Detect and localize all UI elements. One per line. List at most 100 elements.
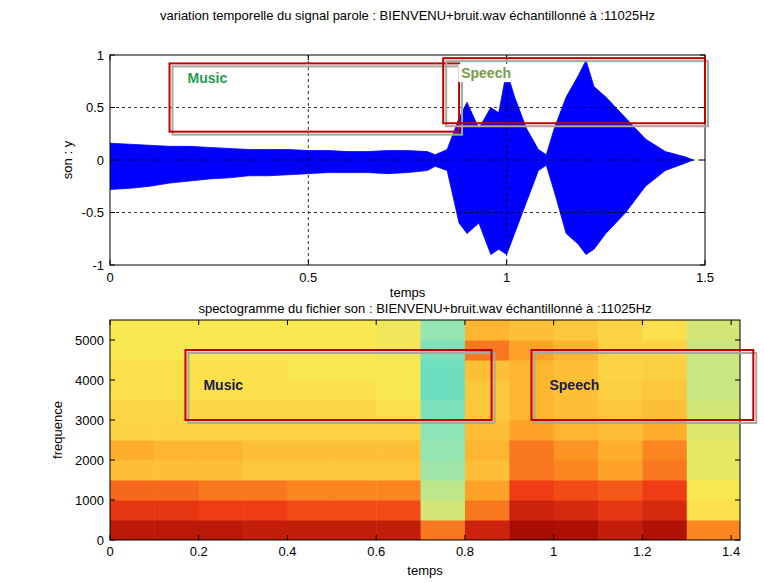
- cell: [110, 340, 155, 361]
- cell: [376, 360, 421, 381]
- tick: [198, 535, 199, 540]
- tick: [376, 320, 377, 325]
- tick: [110, 340, 115, 341]
- annotation: Music: [170, 63, 463, 134]
- cell: [154, 320, 199, 341]
- tick: [700, 160, 705, 161]
- cell: [687, 400, 740, 421]
- axes-frame: [110, 55, 705, 265]
- annotation-shadow: [534, 353, 756, 423]
- tick: [308, 260, 309, 265]
- cell: [243, 380, 288, 401]
- cell: [509, 500, 554, 521]
- figure: 00.511.5-1-0.500.51variation temporelle …: [0, 0, 764, 583]
- tick: [308, 55, 309, 60]
- cell: [509, 320, 554, 341]
- tick-label: 0.5: [299, 270, 317, 285]
- annotation-label: Music: [188, 70, 228, 86]
- cell: [376, 320, 421, 341]
- cell: [199, 320, 244, 341]
- cell: [421, 460, 466, 481]
- cell: [154, 480, 199, 501]
- cell: [243, 440, 288, 461]
- cell: [642, 440, 687, 461]
- cell: [465, 500, 510, 521]
- annotation-label: Music: [203, 377, 243, 393]
- cell: [199, 520, 244, 540]
- cell: [465, 380, 510, 401]
- tick: [110, 107, 115, 108]
- cell: [465, 400, 510, 421]
- cell: [287, 500, 332, 521]
- tick-label: 1.4: [722, 544, 740, 559]
- annotation-box: [185, 350, 491, 420]
- tick-label: 1.5: [696, 270, 714, 285]
- cell: [154, 500, 199, 521]
- tick: [110, 265, 115, 266]
- tick-label: 0.8: [456, 544, 474, 559]
- cell: [287, 380, 332, 401]
- x-axis-title: temps: [407, 563, 443, 578]
- tick: [110, 55, 111, 60]
- cell: [465, 520, 510, 540]
- tick: [110, 540, 115, 541]
- cell: [332, 480, 377, 501]
- cell: [154, 360, 199, 381]
- tick: [735, 540, 740, 541]
- cell: [376, 460, 421, 481]
- tick: [735, 460, 740, 461]
- cell: [199, 440, 244, 461]
- cell: [687, 520, 740, 540]
- tick: [110, 500, 115, 501]
- cell: [687, 320, 740, 341]
- cell: [554, 440, 599, 461]
- cell: [421, 500, 466, 521]
- annotation-label: Speech: [461, 65, 511, 81]
- annotation: Speech: [531, 350, 756, 423]
- cell: [598, 440, 643, 461]
- cell: [598, 460, 643, 481]
- cell: [243, 320, 288, 341]
- cell: [376, 400, 421, 421]
- signal-envelope: [110, 60, 693, 160]
- annotation-shadow: [188, 353, 494, 423]
- cell: [243, 360, 288, 381]
- signal-envelope: [110, 160, 693, 255]
- cell: [110, 520, 155, 540]
- tick: [287, 320, 288, 325]
- cell: [199, 480, 244, 501]
- cell: [598, 380, 643, 401]
- cell: [287, 460, 332, 481]
- y-axis-title: frequence: [50, 401, 65, 459]
- cell: [554, 320, 599, 341]
- cell: [687, 460, 740, 481]
- tick: [506, 260, 507, 265]
- cell: [509, 460, 554, 481]
- tick-label: 1.2: [633, 544, 651, 559]
- tick-label: 0.6: [367, 544, 385, 559]
- tick-label: 0.2: [190, 544, 208, 559]
- cell: [687, 500, 740, 521]
- cell: [287, 440, 332, 461]
- tick: [700, 265, 705, 266]
- cell: [509, 440, 554, 461]
- annotation-shadow: [446, 61, 708, 126]
- tick-label: 2000: [75, 453, 104, 468]
- tick: [464, 535, 465, 540]
- cell: [554, 400, 599, 421]
- tick: [553, 320, 554, 325]
- cell: [243, 480, 288, 501]
- tick: [110, 55, 115, 56]
- tick: [553, 535, 554, 540]
- cell: [154, 400, 199, 421]
- tick: [110, 260, 111, 265]
- tick-label: 3000: [75, 413, 104, 428]
- cell: [332, 320, 377, 341]
- cell: [642, 480, 687, 501]
- cell: [642, 320, 687, 341]
- cell: [421, 400, 466, 421]
- grid-line: [110, 107, 705, 108]
- cell: [687, 380, 740, 401]
- tick: [376, 535, 377, 540]
- cell: [243, 500, 288, 521]
